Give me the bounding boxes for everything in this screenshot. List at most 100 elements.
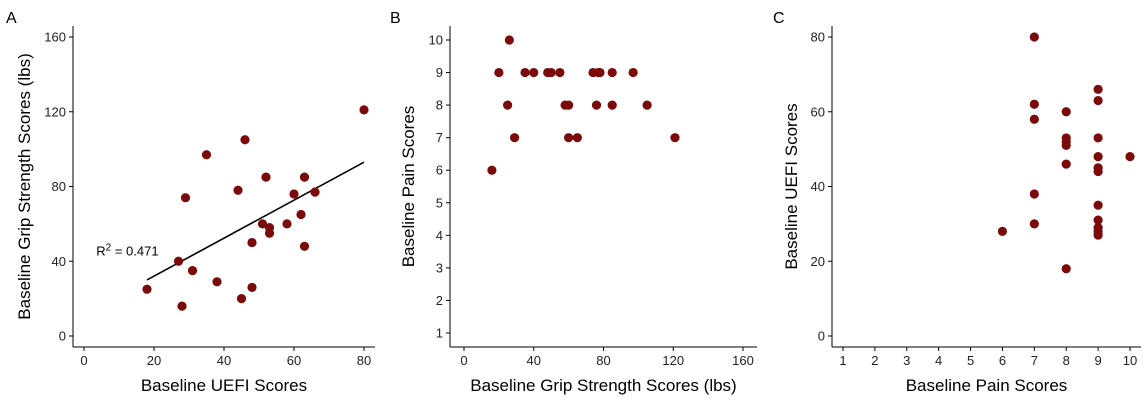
x-tick-label: 80 bbox=[596, 353, 610, 368]
r-squared-annotation: R2 = 0.471 bbox=[96, 243, 158, 259]
data-point bbox=[299, 241, 310, 251]
x-tick-label: 5 bbox=[967, 353, 974, 368]
data-point bbox=[628, 67, 638, 78]
y-axis-title: Baseline UEFI Scores bbox=[782, 103, 801, 269]
data-point bbox=[201, 150, 212, 160]
data-point bbox=[1029, 32, 1039, 42]
data-point bbox=[310, 187, 320, 197]
panel-b: B 0 40 80 120 160 1 2 3 4 5 6 7 8 9 10 Baseline Grip St… bbox=[390, 10, 757, 395]
x-tick-label: 7 bbox=[1031, 353, 1038, 368]
panel-letter-b: B bbox=[390, 10, 401, 27]
data-point bbox=[1093, 230, 1103, 240]
x-axis-title: Baseline Pain Scores bbox=[906, 376, 1068, 395]
x-tick-label: 2 bbox=[871, 353, 878, 368]
data-point bbox=[212, 277, 222, 287]
x-tick-label: 20 bbox=[147, 353, 161, 368]
data-point bbox=[1061, 107, 1071, 117]
data-point bbox=[282, 219, 292, 229]
x-tick-label: 160 bbox=[732, 353, 754, 368]
data-point bbox=[1061, 140, 1071, 150]
data-point bbox=[173, 256, 184, 266]
data-point bbox=[997, 226, 1008, 236]
data-point bbox=[247, 282, 257, 293]
x-tick-label: 8 bbox=[1063, 353, 1070, 368]
y-tick-label: 20 bbox=[811, 254, 825, 269]
x-tick-label: 80 bbox=[357, 353, 371, 368]
data-point bbox=[257, 219, 268, 229]
data-point bbox=[180, 193, 191, 203]
data-point bbox=[1093, 84, 1103, 94]
x-tick-label: 3 bbox=[903, 353, 910, 368]
data-point bbox=[494, 67, 504, 78]
x-tick-label: 60 bbox=[287, 353, 301, 368]
data-point bbox=[359, 105, 369, 115]
data-point bbox=[572, 133, 582, 143]
data-point bbox=[546, 67, 556, 78]
y-tick-label: 9 bbox=[436, 65, 443, 80]
data-point bbox=[509, 133, 520, 143]
panel-a: A 0 20 40 60 80 0 40 80 120 160 Baseline UEFI Scor… bbox=[6, 10, 375, 395]
data-point bbox=[296, 209, 306, 220]
y-tick-label: 2 bbox=[436, 293, 443, 308]
data-point bbox=[1093, 95, 1103, 106]
y-axis-title: Baseline Grip Strength Scores (lbs) bbox=[15, 53, 34, 319]
x-tick-label: 10 bbox=[1123, 353, 1137, 368]
data-point bbox=[1029, 219, 1039, 229]
x-tick-label: 40 bbox=[217, 353, 231, 368]
y-tick-label: 10 bbox=[429, 33, 443, 48]
y-tick-label: 5 bbox=[436, 195, 443, 210]
data-point bbox=[1093, 166, 1103, 177]
data-point bbox=[1093, 215, 1103, 225]
data-point bbox=[607, 100, 617, 110]
y-tick-label: 0 bbox=[818, 329, 825, 344]
data-point bbox=[1029, 189, 1039, 199]
y-tick-label: 60 bbox=[811, 104, 825, 119]
y-tick-label: 80 bbox=[52, 179, 66, 194]
data-point bbox=[1093, 200, 1103, 210]
data-point bbox=[142, 284, 152, 294]
data-point bbox=[1093, 152, 1103, 162]
data-point bbox=[177, 301, 187, 311]
y-tick-label: 1 bbox=[436, 326, 443, 341]
x-tick-label: 0 bbox=[460, 353, 467, 368]
data-point bbox=[240, 135, 250, 145]
data-point bbox=[261, 172, 271, 182]
x-axis-title: Baseline UEFI Scores bbox=[141, 376, 307, 395]
data-point bbox=[642, 100, 652, 110]
panel-letter-c: C bbox=[773, 10, 785, 27]
data-point bbox=[299, 172, 310, 182]
data-point bbox=[595, 67, 605, 78]
y-tick-label: 6 bbox=[436, 163, 443, 178]
y-tick-label: 120 bbox=[44, 104, 66, 119]
data-point bbox=[564, 100, 574, 110]
y-tick-label: 160 bbox=[44, 30, 66, 45]
data-point bbox=[236, 294, 247, 304]
y-tick-label: 8 bbox=[436, 98, 443, 113]
data-point bbox=[247, 237, 257, 248]
data-point bbox=[591, 100, 602, 110]
data-point bbox=[520, 67, 530, 78]
data-point bbox=[264, 223, 275, 233]
data-point bbox=[1061, 264, 1071, 274]
data-point bbox=[1061, 159, 1071, 169]
data-point bbox=[607, 67, 617, 78]
regression-line bbox=[146, 161, 365, 281]
y-tick-label: 40 bbox=[52, 254, 66, 269]
data-point bbox=[1093, 133, 1103, 143]
x-tick-label: 40 bbox=[527, 353, 541, 368]
data-point bbox=[233, 185, 243, 195]
panel-letter-a: A bbox=[6, 10, 17, 27]
data-point bbox=[504, 35, 514, 45]
y-tick-label: 0 bbox=[59, 329, 66, 344]
x-tick-label: 120 bbox=[662, 353, 684, 368]
data-point bbox=[1029, 99, 1039, 109]
x-tick-label: 0 bbox=[80, 353, 87, 368]
data-point bbox=[187, 265, 198, 276]
y-tick-label: 80 bbox=[811, 30, 825, 45]
x-tick-label: 9 bbox=[1094, 353, 1101, 368]
y-tick-label: 7 bbox=[436, 130, 443, 145]
x-axis-title: Baseline Grip Strength Scores (lbs) bbox=[470, 376, 736, 395]
data-point bbox=[502, 100, 513, 110]
data-point bbox=[1125, 152, 1135, 162]
